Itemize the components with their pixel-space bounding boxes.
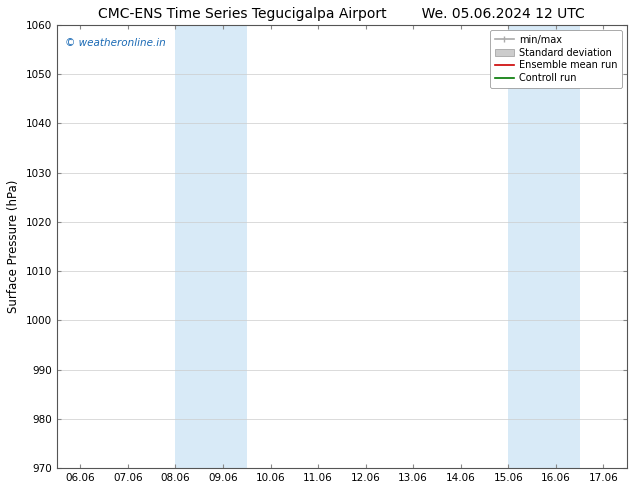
Title: CMC-ENS Time Series Tegucigalpa Airport        We. 05.06.2024 12 UTC: CMC-ENS Time Series Tegucigalpa Airport … bbox=[98, 7, 585, 21]
Bar bbox=[508, 25, 579, 468]
Bar bbox=[176, 25, 247, 468]
Y-axis label: Surface Pressure (hPa): Surface Pressure (hPa) bbox=[7, 180, 20, 313]
Text: © weatheronline.in: © weatheronline.in bbox=[65, 38, 166, 48]
Legend: min/max, Standard deviation, Ensemble mean run, Controll run: min/max, Standard deviation, Ensemble me… bbox=[489, 30, 622, 88]
